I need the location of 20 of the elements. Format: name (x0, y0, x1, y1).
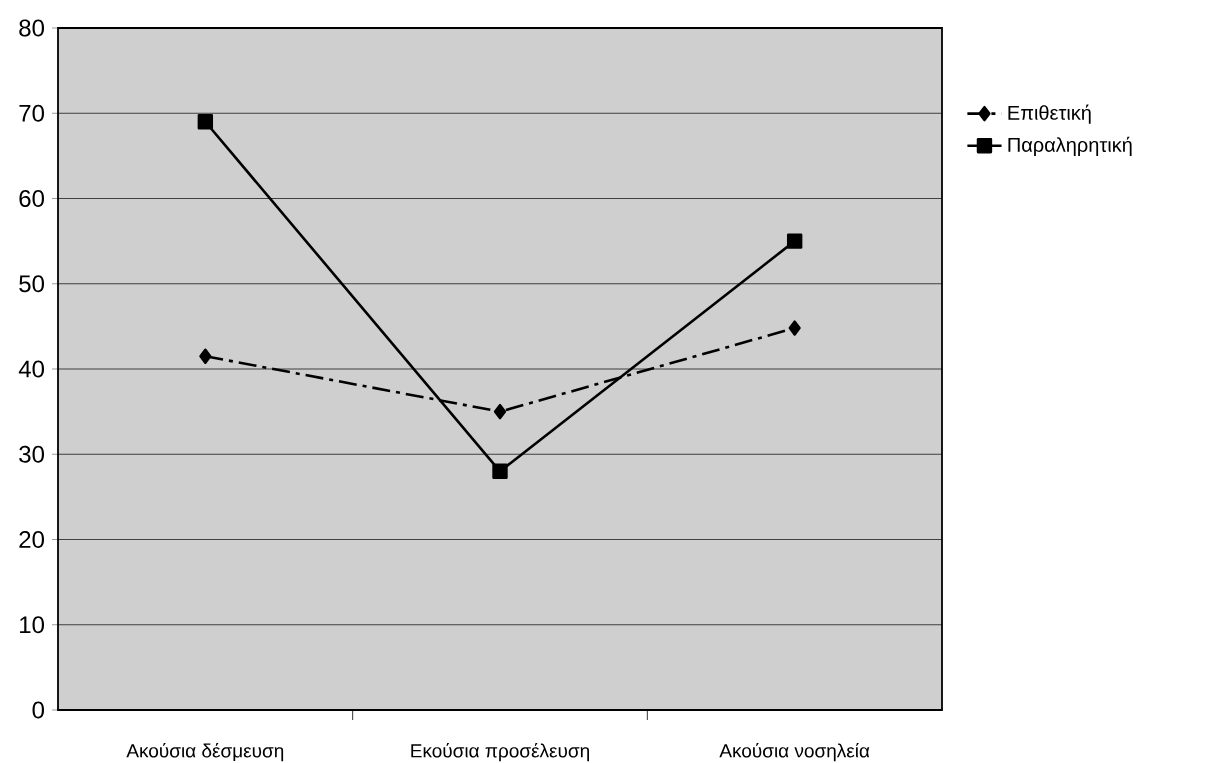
y-tick-label: 50 (19, 275, 44, 293)
point (493, 403, 507, 420)
legend-label: Επιθετική (1008, 104, 1091, 124)
y-tick-label: 70 (19, 104, 44, 122)
y-tick-label: 60 (19, 190, 44, 207)
x-tick-label: Εκούσια προσέλευση (411, 743, 589, 762)
y-tick-label: 0 (32, 701, 45, 719)
point (199, 348, 212, 364)
point (492, 463, 508, 479)
point (197, 114, 214, 130)
y-tick-label: 20 (19, 531, 44, 548)
y-tick-label: 30 (19, 445, 44, 463)
point (786, 233, 803, 249)
y-tick-label: 80 (19, 19, 44, 37)
point (788, 320, 801, 336)
y-tick-label: 10 (20, 616, 44, 634)
x-tick-label: Ακούσια νοσηλεία (719, 743, 870, 762)
y-tick-label: 40 (18, 360, 44, 378)
x-tick-label: Ακούσια δέσμευση (126, 743, 284, 762)
legend-label: Παραληρητική (1008, 136, 1132, 156)
